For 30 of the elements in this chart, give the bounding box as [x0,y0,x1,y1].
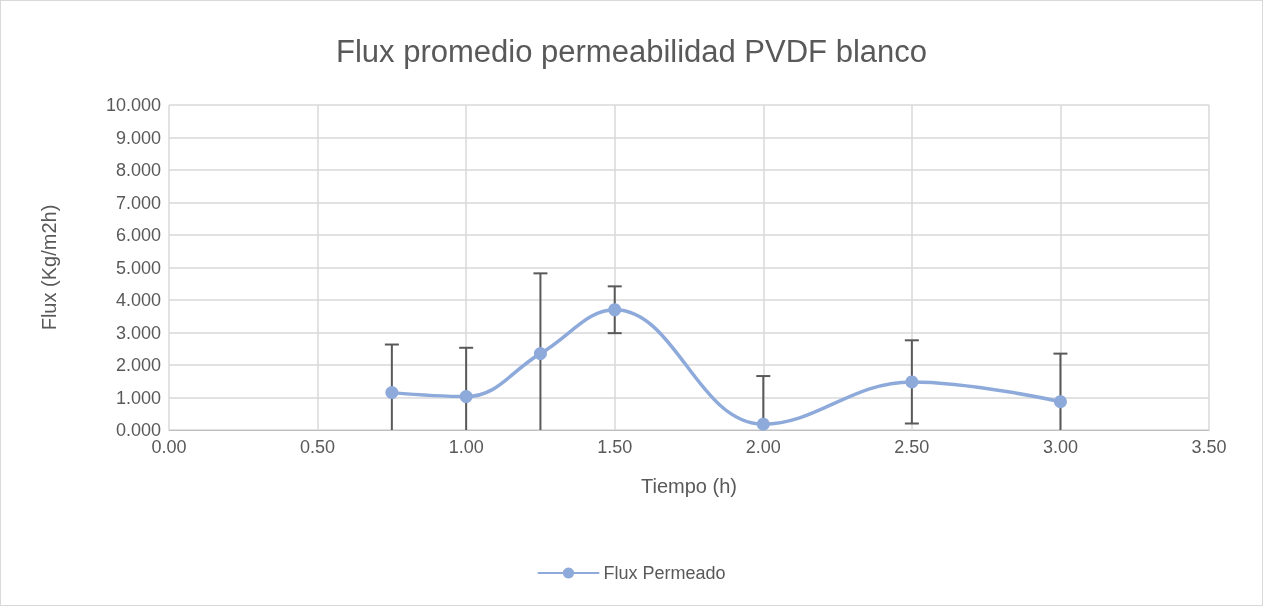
point [756,417,770,431]
y-tick-label: 1.000 [115,387,161,408]
y-tick-label: 4.000 [115,290,161,310]
x-tick-label: 3.50 [1191,437,1227,457]
x-tick-label: 3.00 [1042,437,1078,457]
x-tick-label: 1.00 [448,437,484,457]
y-tick-label: 3.000 [115,322,161,343]
point [385,386,399,400]
x-tick-label: 0.50 [300,437,336,457]
y-tick-label: 9.000 [115,127,161,148]
point [905,375,919,389]
y-tick-label: 5.000 [115,257,161,278]
x-tick-label: 2.50 [894,437,930,457]
point [459,390,473,404]
point [608,303,622,317]
x-tick-label: 0.00 [151,437,187,457]
x-axis-title: Tiempo (h) [641,475,737,497]
chart-title: Flux promedio permeabilidad PVDF blanco [335,34,928,69]
y-tick-label: 8.000 [115,160,161,180]
x-tick-label: 2.00 [745,437,781,457]
legend-label: Flux Permeado [603,563,726,583]
x-tick-label: 1.50 [597,437,633,457]
y-tick-label: 6.000 [115,225,161,245]
point [1053,395,1067,409]
y-tick-label: 2.000 [115,355,161,375]
y-axis-title: Flux (Kg/m2h) [38,204,60,331]
y-tick-label: 7.000 [115,192,161,213]
y-tick-label: 10.000 [105,95,161,115]
y-tick-label: 0.000 [115,420,161,440]
point [533,347,547,361]
